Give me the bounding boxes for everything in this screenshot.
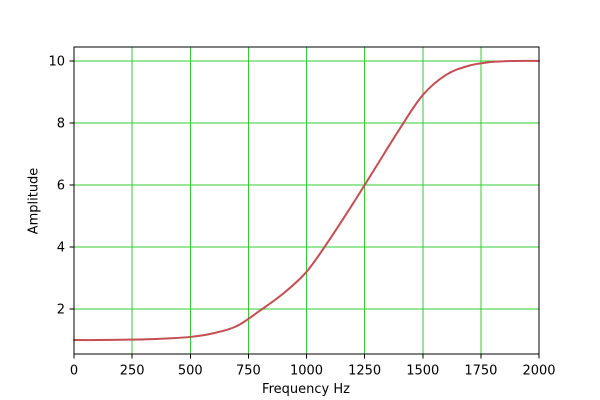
x-tick-label-250: 250: [120, 364, 145, 379]
y-tick-label-6: 6: [57, 178, 65, 193]
x-tick-label-2000: 2000: [522, 364, 555, 379]
curve-amplitude-response: [73, 59, 540, 342]
y-tick-label-4: 4: [57, 241, 65, 256]
x-axis-label: Frequency Hz: [262, 382, 350, 397]
y-tick-label-2: 2: [57, 303, 65, 318]
grid: [73, 47, 540, 354]
x-tick-label-1000: 1000: [290, 364, 323, 379]
x-tick-label-1250: 1250: [348, 364, 381, 379]
x-tick-label-1750: 1750: [464, 364, 497, 379]
y-tick-label-8: 8: [57, 116, 65, 131]
x-tick-label-500: 500: [178, 364, 203, 379]
x-tick-label-0: 0: [70, 364, 78, 379]
ticks: [69, 60, 540, 359]
tick-labels: 0 250 500 750 1000 1250 1500 1750 2000 2 4 6 8 10: [48, 54, 555, 378]
series-layer: [73, 59, 540, 342]
x-tick-label-750: 750: [236, 364, 261, 379]
y-axis-label: Amplitude: [26, 167, 42, 235]
x-tick-label-1500: 1500: [406, 364, 439, 379]
y-tick-label-10: 10: [48, 54, 65, 69]
